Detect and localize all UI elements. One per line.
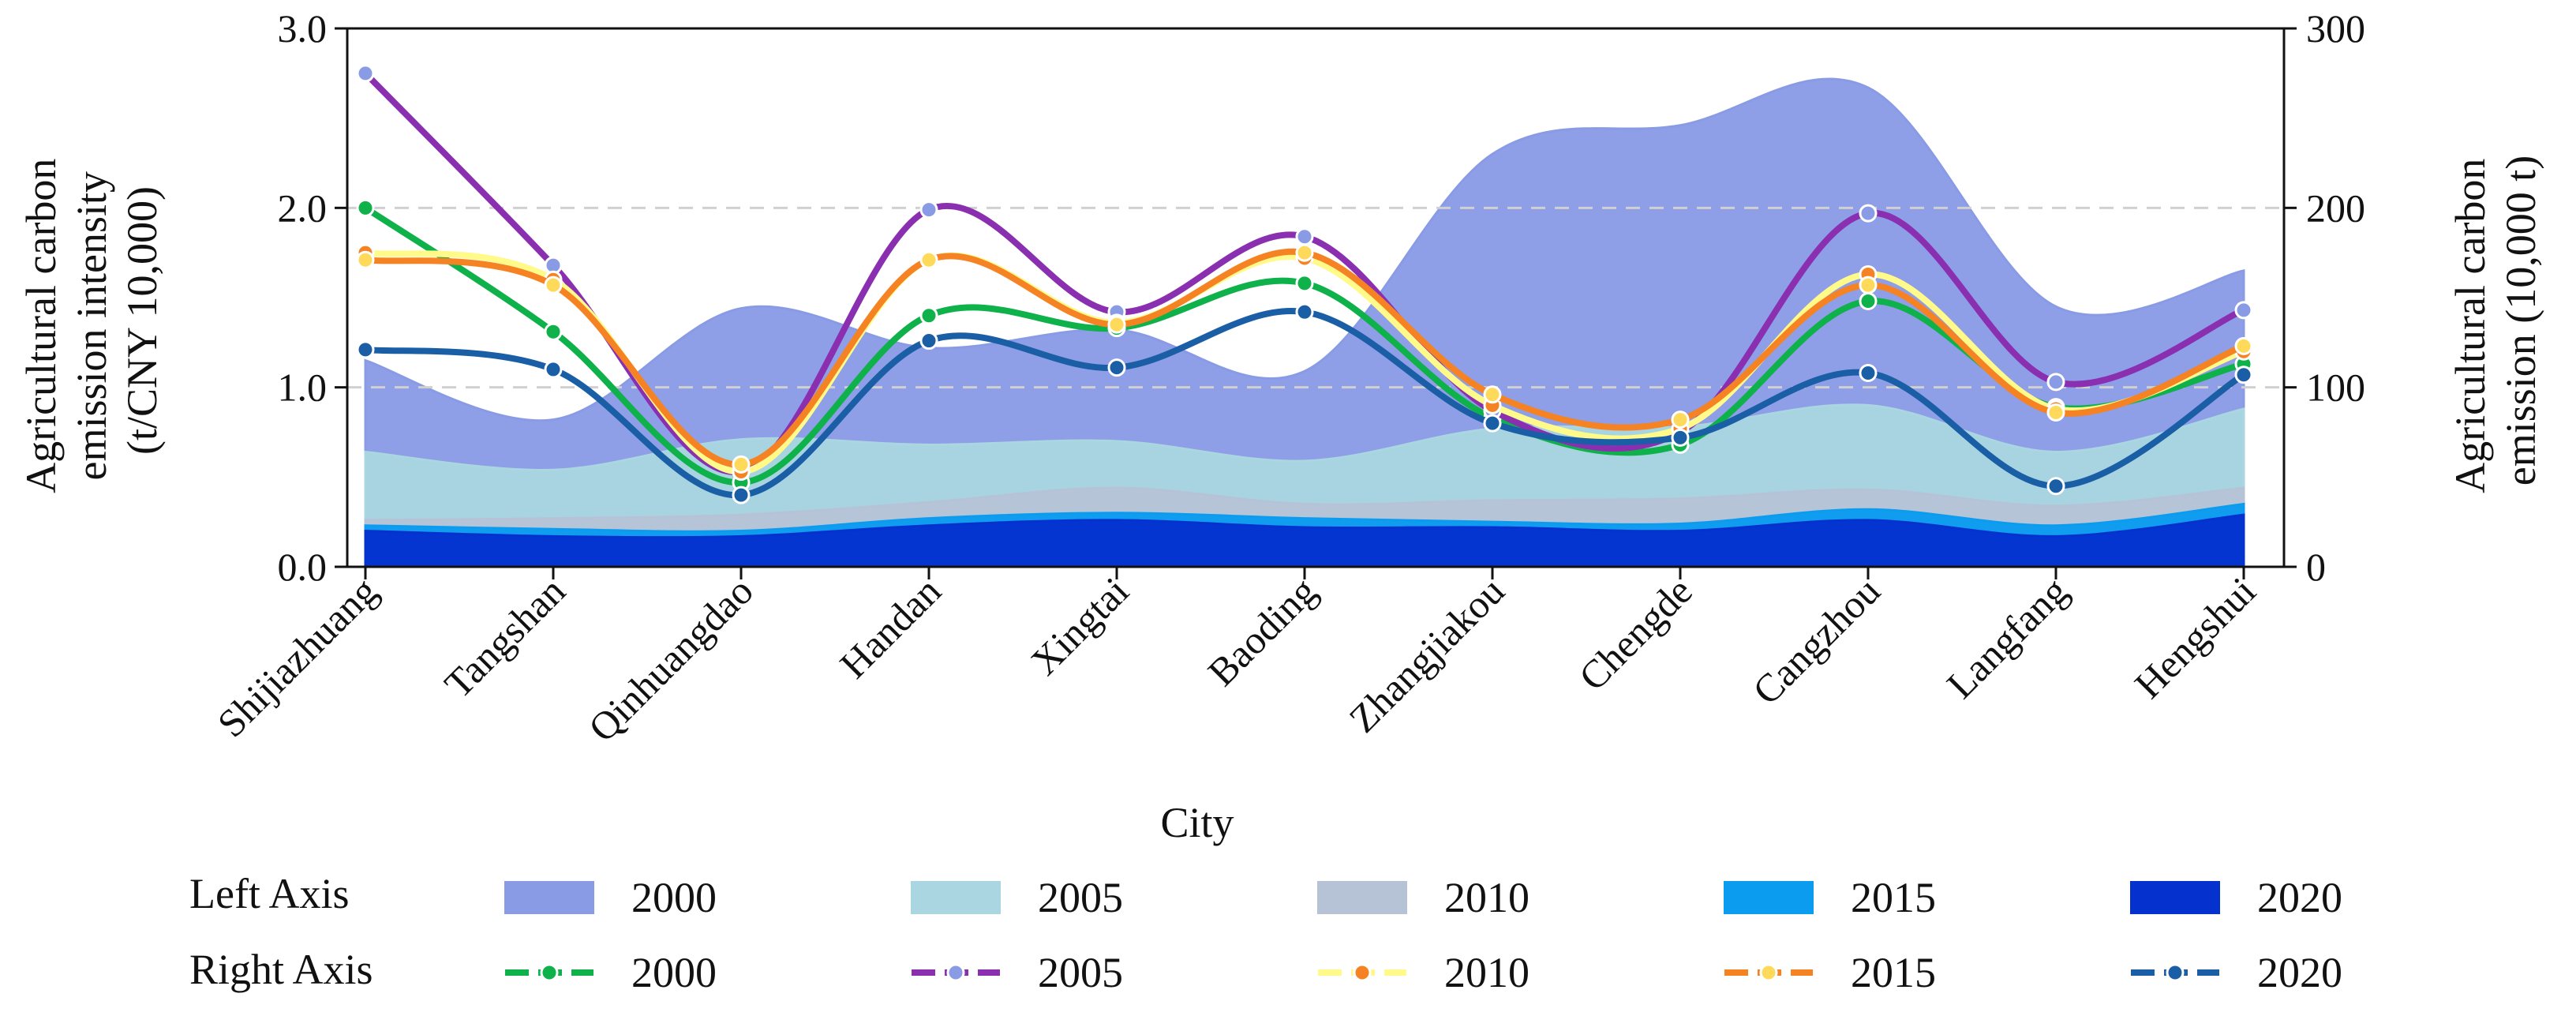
marker-2000 <box>544 322 563 341</box>
marker-2015 <box>1859 276 1878 294</box>
legend-area-label-2015: 2015 <box>1851 874 1936 921</box>
line-2005 <box>362 69 2247 475</box>
marker-2020 <box>356 340 375 359</box>
left-axis-label: Agricultural carbon emission intensity (… <box>17 148 166 493</box>
marker-2020 <box>919 332 938 351</box>
legend-area-label-2010: 2010 <box>1444 874 1530 921</box>
marker-2000 <box>919 306 938 325</box>
left-tick-label: 0.0 <box>278 545 328 589</box>
marker-2005 <box>356 64 375 83</box>
x-tick-label: Langfang <box>1938 568 2076 707</box>
marker-2000 <box>356 198 375 217</box>
legend-line-marker-2015 <box>1759 963 1778 982</box>
right-axis-label: Agricultural carbon emission (10,000 t) <box>2447 148 2544 493</box>
marker-2005 <box>1295 227 1314 246</box>
marker-2015 <box>356 250 375 269</box>
legend-area-label-2020: 2020 <box>2257 874 2342 921</box>
area-2020 <box>364 513 2245 568</box>
marker-2015 <box>1295 243 1314 262</box>
legend-area-swatch-2000 <box>504 881 594 914</box>
marker-2015 <box>919 250 938 269</box>
grid-layer <box>347 206 2284 389</box>
marker-2020 <box>1671 428 1690 447</box>
right-axis-label-line-2: emission (10,000 t) <box>2497 156 2544 486</box>
marker-2000 <box>1295 274 1314 293</box>
left-tick-label: 3.0 <box>278 6 328 51</box>
plot-frame <box>346 27 2286 568</box>
left-tick-label: 1.0 <box>278 366 328 410</box>
line-layer <box>356 64 2253 504</box>
right-tick-label: 300 <box>2306 6 2365 51</box>
legend-line-marker-2020 <box>2166 963 2185 982</box>
left-axis-label-line-2: emission intensity <box>68 171 115 481</box>
marker-2015 <box>544 276 563 294</box>
x-tick-label: Qinhuangdao <box>580 568 762 750</box>
marker-2015 <box>2234 336 2253 355</box>
left-tick-label: 2.0 <box>278 186 328 230</box>
legend-line-label-2020: 2020 <box>2257 949 2342 996</box>
marker-2020 <box>1483 414 1502 433</box>
x-tick-label: Baoding <box>1199 568 1324 694</box>
left-axis-label-line-3: (t/CNY 10,000) <box>118 186 166 455</box>
legend-area-swatch-2015 <box>1724 881 1814 914</box>
legend-line-label-2015: 2015 <box>1851 949 1936 996</box>
legend-line-marker-2005 <box>946 963 965 982</box>
marker-2020 <box>2234 366 2253 384</box>
right-tick-label: 0 <box>2306 545 2326 589</box>
legend-line-label-2000: 2000 <box>631 949 717 996</box>
marker-2020 <box>2046 477 2065 496</box>
marker-2000 <box>1859 292 1878 311</box>
area-layer <box>364 77 2245 568</box>
marker-2015 <box>732 455 751 474</box>
marker-2015 <box>1671 411 1690 429</box>
legend-area-label-2005: 2005 <box>1038 874 1123 921</box>
marker-2005 <box>919 201 938 219</box>
marker-2005 <box>1859 204 1878 223</box>
legend-line-label-2010: 2010 <box>1444 949 1530 996</box>
legend-left-axis-title: Left Axis <box>189 870 349 917</box>
left-axis-label-line-1: Agricultural carbon <box>17 159 65 493</box>
x-tick-label: Shijiazhuang <box>209 568 386 745</box>
x-axis-label: City <box>1160 799 1234 846</box>
legend-line-marker-2000 <box>540 963 559 982</box>
right-axis-label-line-1: Agricultural carbon <box>2447 159 2494 493</box>
marker-2020 <box>544 360 563 379</box>
x-tick-label: Tangshan <box>436 568 574 707</box>
x-tick-label: Hengshui <box>2126 568 2264 707</box>
marker-2020 <box>1107 358 1126 377</box>
legend-line-marker-2010 <box>1353 963 1372 982</box>
legend-area-swatch-2005 <box>911 881 1001 914</box>
marker-2015 <box>2046 403 2065 422</box>
legend-area-label-2000: 2000 <box>631 874 717 921</box>
x-tick-label: Zhangjiakou <box>1340 568 1512 740</box>
legend-area-swatch-2020 <box>2130 881 2220 914</box>
marker-2020 <box>1295 302 1314 321</box>
legend-line-label-2005: 2005 <box>1038 949 1123 996</box>
legend: Left Axis Right Axis 2000 2005 2010 2015 202… <box>189 870 2342 996</box>
legend-right-axis-title: Right Axis <box>189 946 373 993</box>
x-tick-label: Cangzhou <box>1744 568 1889 713</box>
x-tick-label: Chengde <box>1571 568 1701 699</box>
legend-area-swatch-2010 <box>1317 881 1407 914</box>
x-tick-label: Handan <box>831 568 949 687</box>
right-tick-label: 200 <box>2306 186 2365 230</box>
marker-2020 <box>732 486 751 504</box>
marker-2005 <box>2046 373 2065 392</box>
marker-2020 <box>1859 363 1878 382</box>
marker-2015 <box>1483 385 1502 404</box>
marker-2015 <box>1107 315 1126 334</box>
x-tick-label: Xingtai <box>1022 568 1137 684</box>
right-tick-label: 100 <box>2306 366 2365 410</box>
line-2015 <box>362 248 2247 468</box>
marker-2005 <box>2234 301 2253 320</box>
